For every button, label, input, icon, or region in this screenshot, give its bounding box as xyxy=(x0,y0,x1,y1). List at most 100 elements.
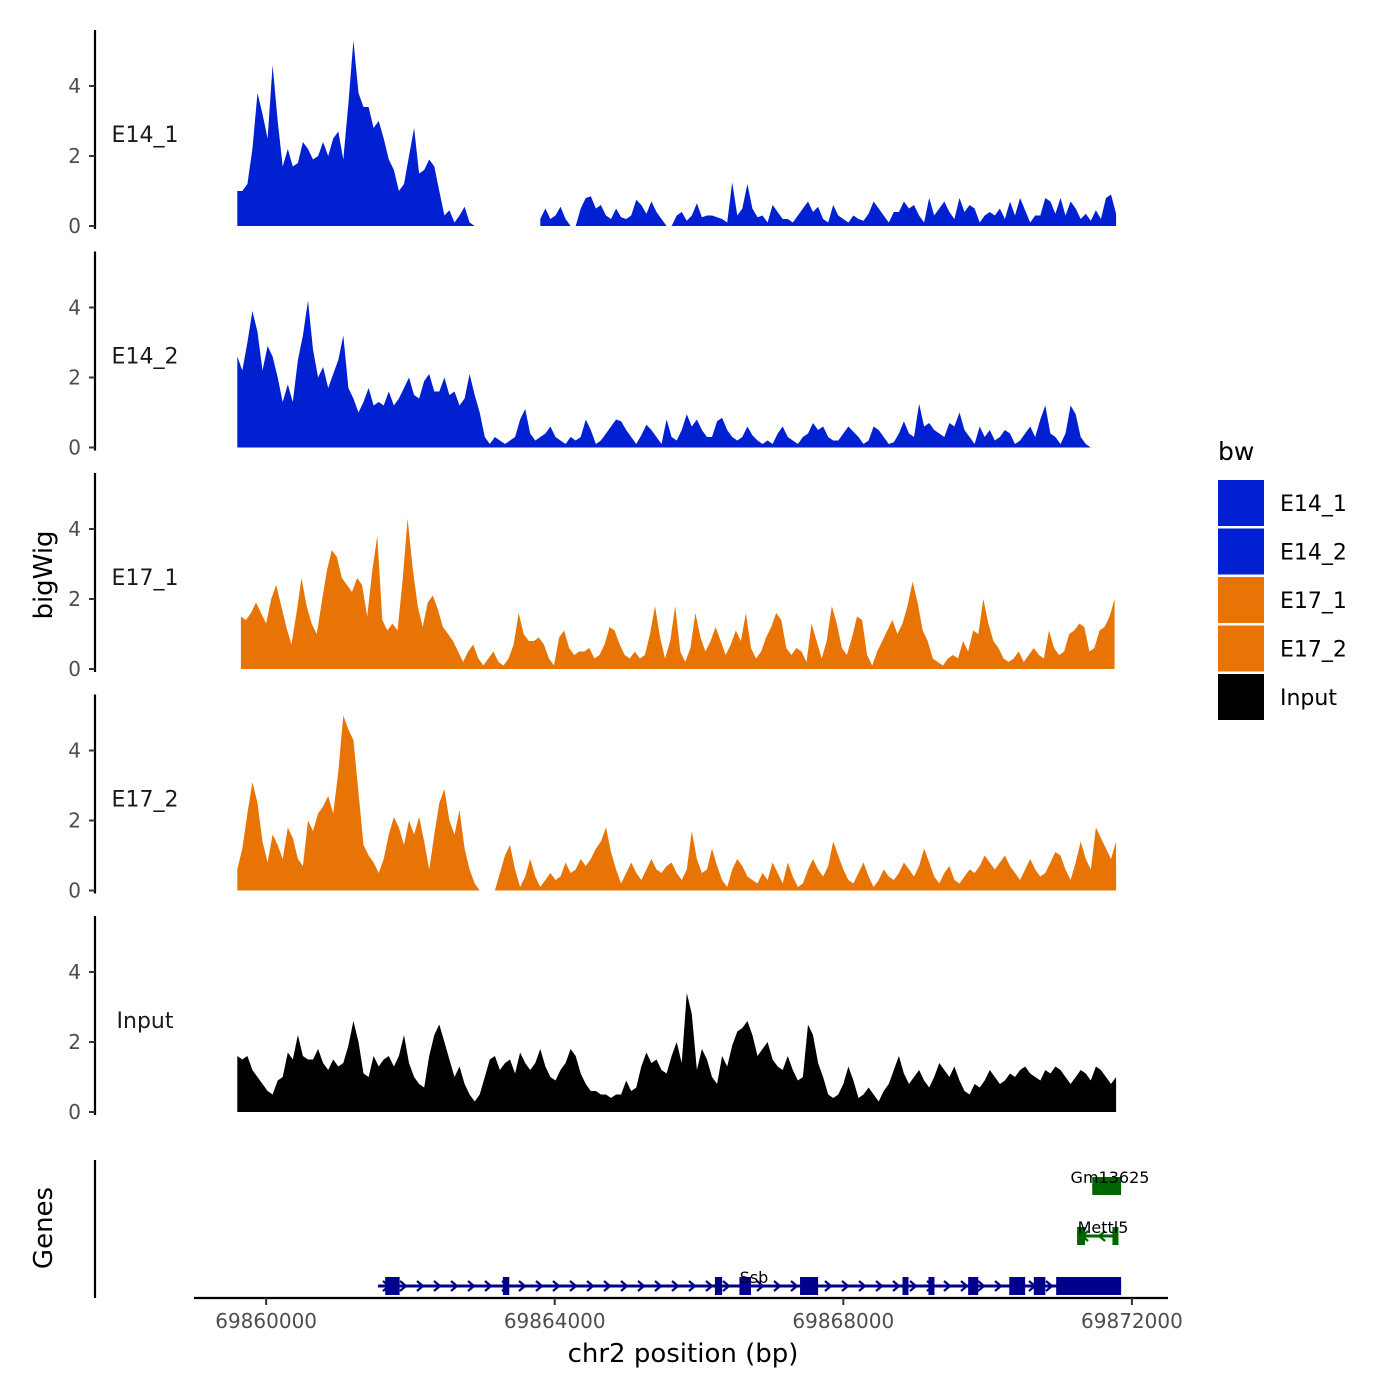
gene-Ssb: Ssb xyxy=(377,1268,1122,1295)
y-tick-label: 2 xyxy=(68,809,81,833)
signal-area-E14_1 xyxy=(540,182,1117,226)
strand-arrow xyxy=(654,1280,663,1292)
track-panel-Input: 0 2 4 Input xyxy=(68,916,1117,1124)
track-label: E14_2 xyxy=(112,345,179,370)
signal-area-Input xyxy=(237,993,1117,1112)
strand-arrow xyxy=(824,1280,833,1292)
strand-arrow xyxy=(637,1280,646,1292)
strand-arrow xyxy=(977,1280,986,1292)
legend-swatch-E17_2 xyxy=(1218,625,1264,672)
gene-exon xyxy=(928,1277,935,1295)
track-label: E14_1 xyxy=(112,123,179,148)
signal-tracks: 0 2 4 E14_1 0 2 4 E14_2 0 2 4 E17_1 0 2 4 E17_2 0 2 4 Input xyxy=(68,30,1117,1124)
gene-exon xyxy=(1009,1277,1026,1295)
gene-exon xyxy=(1112,1227,1119,1245)
signal-area-E14_2 xyxy=(237,300,1107,448)
gene-label: Mettl5 xyxy=(1078,1218,1129,1237)
strand-arrow xyxy=(875,1280,884,1292)
strand-arrow xyxy=(518,1280,527,1292)
strand-arrow xyxy=(756,1280,765,1292)
strand-arrow xyxy=(399,1280,408,1292)
gene-label: Ssb xyxy=(740,1268,769,1287)
legend-swatch-E17_1 xyxy=(1218,577,1264,623)
legend-label: E14_1 xyxy=(1280,492,1347,517)
y-tick-label: 4 xyxy=(68,74,81,98)
strand-arrow xyxy=(467,1280,476,1292)
gene-exon xyxy=(800,1277,819,1295)
y-tick-label: 2 xyxy=(68,366,81,390)
strand-arrow xyxy=(569,1280,578,1292)
strand-arrow xyxy=(603,1280,612,1292)
gene-exon xyxy=(1033,1277,1046,1295)
gene-exon xyxy=(968,1277,979,1295)
strand-arrow xyxy=(433,1280,442,1292)
track-panel-E14_1: 0 2 4 E14_1 xyxy=(68,30,1117,238)
gene-label: Gm13625 xyxy=(1071,1168,1150,1187)
strand-arrow xyxy=(416,1280,425,1292)
legend-label: Input xyxy=(1280,686,1337,711)
track-panel-E14_2: 0 2 4 E14_2 xyxy=(68,251,1107,460)
signal-area-E17_1 xyxy=(240,518,1115,669)
track-panel-E17_2: 0 2 4 E17_2 xyxy=(68,694,1117,903)
x-axis-title: chr2 position (bp) xyxy=(568,1339,799,1369)
gene-exon xyxy=(502,1277,510,1295)
x-axis: 69860000 69864000 69868000 69872000 xyxy=(194,1296,1183,1333)
legend-title: bw xyxy=(1218,437,1254,466)
gene-exon xyxy=(1077,1227,1086,1245)
strand-arrow xyxy=(909,1280,918,1292)
strand-arrow xyxy=(1045,1280,1054,1292)
gene-exon xyxy=(1092,1177,1122,1195)
track-label: E17_2 xyxy=(112,788,179,813)
axis-titles: bigWig Genes chr2 position (bp) xyxy=(29,530,798,1369)
y-tick-label: 4 xyxy=(68,517,81,541)
y-tick-label: 4 xyxy=(68,296,81,320)
track-panel-E17_1: 0 2 4 E17_1 xyxy=(68,473,1115,681)
strand-arrow xyxy=(960,1280,969,1292)
strand-arrow xyxy=(943,1280,952,1292)
strand-arrow xyxy=(841,1280,850,1292)
strand-arrow xyxy=(1097,1230,1106,1242)
x-tick-label: 69868000 xyxy=(792,1309,894,1333)
y-tick-label: 0 xyxy=(68,214,81,238)
strand-arrow xyxy=(450,1280,459,1292)
gene-Gm13625: Gm13625 xyxy=(1071,1168,1150,1195)
y-tick-label: 0 xyxy=(68,1100,81,1124)
gene-Mettl5: Mettl5 xyxy=(1077,1218,1128,1245)
strand-arrow xyxy=(671,1280,680,1292)
strand-arrow xyxy=(773,1280,782,1292)
legend-label: E14_2 xyxy=(1280,541,1347,566)
gene-exon xyxy=(1056,1277,1122,1295)
legend: bw E14_1 E14_2 E17_1 E17_2 Input xyxy=(1218,437,1347,720)
strand-arrow xyxy=(994,1280,1003,1292)
strand-arrow xyxy=(892,1280,901,1292)
y-tick-label: 4 xyxy=(68,739,81,763)
legend-swatch-E14_1 xyxy=(1218,480,1264,526)
legend-label: E17_1 xyxy=(1280,589,1347,614)
strand-arrow xyxy=(586,1280,595,1292)
track-label: E17_1 xyxy=(112,566,179,591)
strand-arrow xyxy=(620,1280,629,1292)
x-tick-label: 69864000 xyxy=(504,1309,606,1333)
strand-arrow xyxy=(790,1280,799,1292)
y-tick-label: 0 xyxy=(68,436,81,460)
genes-panel-title: Genes xyxy=(29,1187,59,1269)
legend-label: E17_2 xyxy=(1280,638,1347,663)
x-tick-label: 69860000 xyxy=(215,1309,317,1333)
y-tick-label: 2 xyxy=(68,144,81,168)
legend-swatch-Input xyxy=(1218,674,1264,720)
strand-arrow xyxy=(705,1280,714,1292)
gene-exon xyxy=(902,1277,909,1295)
x-tick-label: 69872000 xyxy=(1081,1309,1183,1333)
y-tick-label: 4 xyxy=(68,960,81,984)
y-tick-label: 0 xyxy=(68,879,81,903)
signal-area-E14_1 xyxy=(237,40,485,226)
gene-exon xyxy=(739,1277,751,1295)
legend-swatch-E14_2 xyxy=(1218,528,1264,575)
y-tick-label: 0 xyxy=(68,657,81,681)
strand-arrow xyxy=(858,1280,867,1292)
y-tick-label: 2 xyxy=(68,1030,81,1054)
strand-arrow xyxy=(484,1280,493,1292)
signal-area-E17_2 xyxy=(237,715,1117,891)
